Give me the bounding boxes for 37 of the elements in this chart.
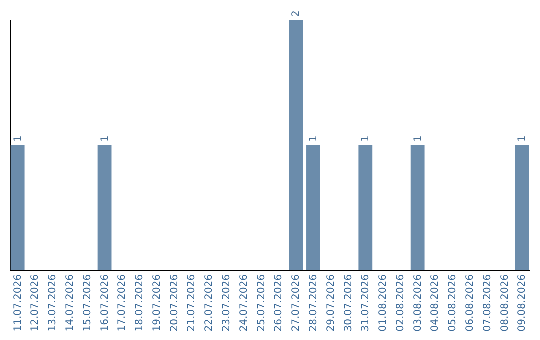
x-tick-label: 08.08.2026 (500, 274, 511, 332)
x-tick-label: 16.07.2026 (100, 274, 111, 332)
x-tick-label: 26.07.2026 (274, 274, 285, 332)
x-tick-label: 31.07.2026 (360, 274, 372, 332)
x-tick-label: 21.07.2026 (186, 274, 198, 332)
data-label: 1 (360, 136, 372, 142)
x-tick-label: 11.07.2026 (12, 274, 24, 332)
x-tick-label: 23.07.2026 (222, 274, 233, 332)
data-label: 1 (517, 136, 528, 142)
x-tick-label: 25.07.2026 (256, 274, 268, 332)
x-tick-label: 15.07.2026 (82, 274, 94, 332)
data-label: 1 (12, 136, 24, 142)
x-tick-label: 01.08.2026 (378, 274, 390, 332)
x-tick-label: 29.07.2026 (326, 274, 337, 332)
x-tick-label: 02.08.2026 (395, 274, 406, 332)
x-tick-label: 14.07.2026 (65, 274, 76, 332)
x-tick-label: 12.07.2026 (30, 274, 42, 332)
x-tick-label: 28.07.2026 (308, 274, 320, 332)
x-tick-label: 03.08.2026 (412, 274, 424, 332)
x-tick-label: 05.08.2026 (448, 274, 459, 332)
x-tick-label: 06.08.2026 (465, 274, 476, 332)
x-tick-label: 22.07.2026 (204, 274, 216, 332)
x-tick-label: 18.07.2026 (134, 274, 146, 332)
x-tick-label: 24.07.2026 (238, 274, 250, 332)
x-tick-label: 27.07.2026 (291, 274, 302, 332)
x-tick-label: 30.07.2026 (343, 274, 354, 332)
x-tick-label: 04.08.2026 (430, 274, 442, 332)
x-tick-label: 17.07.2026 (117, 274, 128, 332)
x-tick-label: 20.07.2026 (169, 274, 180, 332)
data-label: 1 (100, 136, 111, 142)
data-label: 1 (412, 136, 424, 142)
data-label: 1 (308, 136, 320, 142)
x-tick-label: 09.08.2026 (517, 274, 528, 332)
data-label: 2 (291, 10, 302, 17)
x-tick-label: 19.07.2026 (152, 274, 163, 332)
x-tick-label: 07.08.2026 (482, 274, 494, 332)
x-tick-label: 13.07.2026 (48, 274, 59, 332)
